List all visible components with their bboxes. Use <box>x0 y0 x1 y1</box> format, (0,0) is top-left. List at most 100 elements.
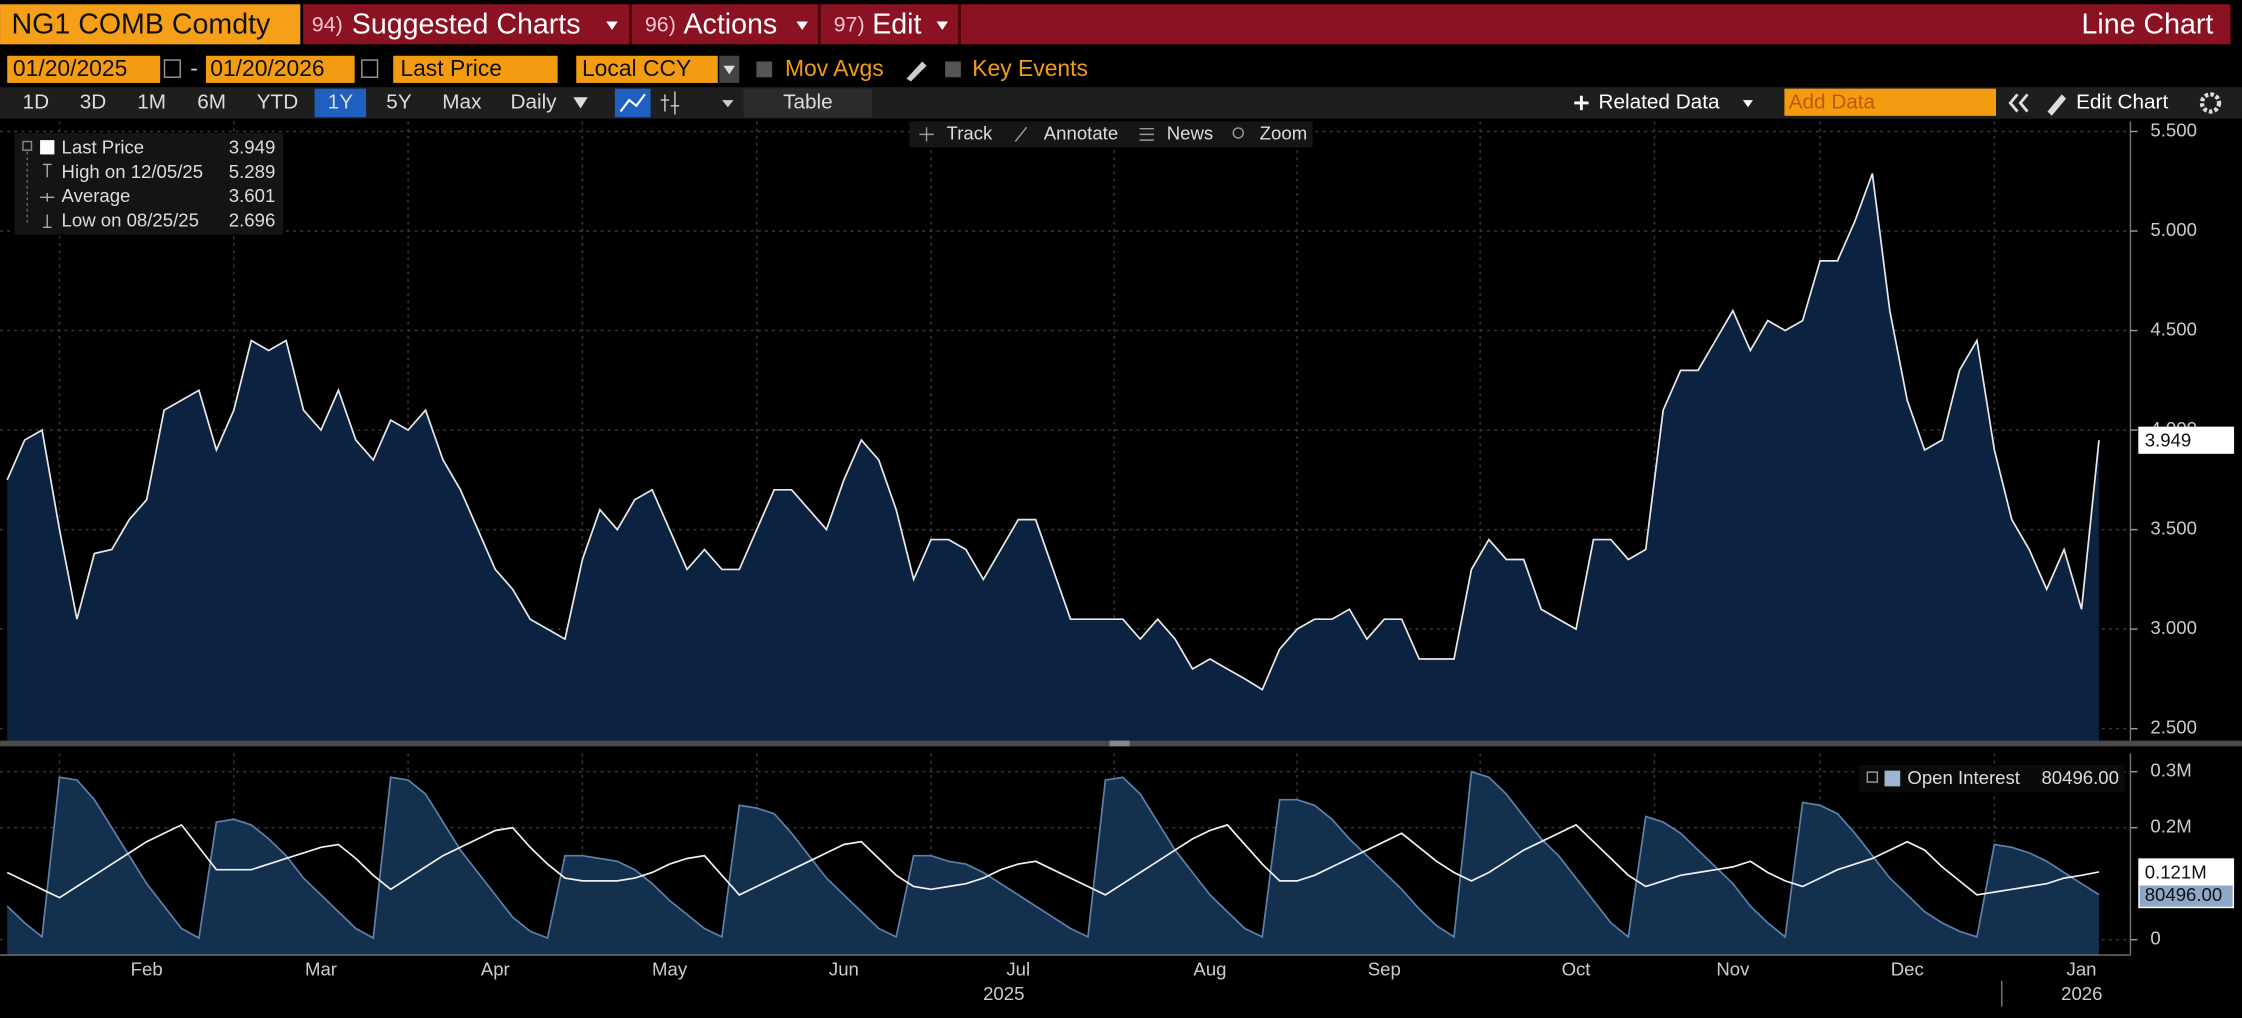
separator <box>958 4 961 45</box>
last-value-tag <box>2138 858 2235 886</box>
range-button[interactable]: 1D <box>23 90 49 113</box>
menu-number: 96) <box>645 12 676 36</box>
average-icon <box>40 193 55 202</box>
currency-select[interactable] <box>576 55 718 83</box>
collapse-icon[interactable] <box>2008 93 2029 113</box>
legend-label: Last Price <box>62 137 145 158</box>
y-tick-label: 4.500 <box>2150 318 2197 339</box>
area-fill <box>7 771 2099 956</box>
option-label: Key Events <box>972 55 1088 81</box>
dropdown-arrow <box>723 65 735 75</box>
menu-actions[interactable]: 96) Actions <box>645 8 808 40</box>
dropdown-arrow[interactable] <box>722 100 734 108</box>
range-buttons: 1D 3D 1M 6M YTD 1Y 5Y Max <box>23 88 482 118</box>
expand-icon[interactable] <box>1866 771 1879 783</box>
x-tick-label: Feb <box>131 959 163 980</box>
range-button[interactable]: 6M <box>197 90 226 113</box>
plus-icon <box>1574 95 1589 111</box>
track-icon <box>919 127 934 142</box>
legend-label: High on 12/05/25 <box>62 161 204 182</box>
toolbar-item[interactable]: News <box>1167 122 1213 143</box>
legend-value: 3.949 <box>229 137 276 158</box>
y-tick-label: 2.500 <box>2150 717 2197 738</box>
table-button[interactable] <box>743 88 873 118</box>
x-tick-label: Jan <box>2067 959 2097 980</box>
toolbar-item[interactable]: Track <box>947 122 993 143</box>
menu-edit[interactable]: 97) Edit <box>834 8 948 40</box>
last-value-label: 80496.00 <box>2145 884 2223 905</box>
low-icon <box>42 214 52 229</box>
add-data-field[interactable] <box>1784 88 1997 116</box>
menu-number: 97) <box>834 12 865 36</box>
menu-label: Actions <box>683 8 777 40</box>
line-icon <box>619 93 646 113</box>
news-icon <box>1139 127 1154 141</box>
pencil-icon[interactable] <box>906 61 927 82</box>
related-data: Related Data <box>1599 90 1720 113</box>
range-button[interactable]: 5Y <box>386 90 412 113</box>
legend-label: Low on 08/25/25 <box>62 210 199 231</box>
legend-value: 80496.00 <box>2041 767 2119 788</box>
high-icon <box>42 163 52 178</box>
last-value-tag <box>2138 426 2235 454</box>
chart-toolbar <box>909 121 1313 148</box>
field: Last Price <box>400 55 502 81</box>
frequency-select[interactable]: Daily <box>510 90 588 113</box>
y-tick-label: 5.000 <box>2150 219 2197 240</box>
legend-stats: High on 12/05/25 5.289 Average 3.601 Low on … <box>62 161 276 231</box>
calendar-icon[interactable] <box>163 59 181 78</box>
range-button[interactable]: YTD <box>257 90 298 113</box>
legend-value: 5.289 <box>229 161 276 182</box>
legend-label: Average <box>62 185 131 206</box>
range-button[interactable]: 1Y <box>328 90 354 113</box>
menu-label: Edit <box>872 8 921 40</box>
legend-box <box>14 132 284 235</box>
calendar-icon[interactable] <box>361 59 379 78</box>
y-tick-label: 3.500 <box>2150 518 2197 539</box>
add-data-placeholder: Add Data <box>1789 90 1876 113</box>
y-tick-label: 0 <box>2150 928 2160 949</box>
divider-handle[interactable] <box>1109 740 1130 747</box>
frequency: Daily <box>510 90 557 113</box>
x-tick-label: Mar <box>305 959 337 980</box>
separator <box>817 4 821 45</box>
field-select[interactable] <box>393 55 558 83</box>
area-line <box>6 173 2100 691</box>
x-tick-label: Jul <box>1006 959 1030 980</box>
end-date-field[interactable] <box>205 55 355 83</box>
area-fill <box>7 173 2099 741</box>
annotate-icon <box>1014 126 1028 142</box>
start-date-field[interactable] <box>7 55 161 83</box>
toolbar-item[interactable]: Annotate <box>1044 122 1118 143</box>
option-label: Mov Avgs <box>785 55 884 81</box>
bar-icon[interactable] <box>660 91 680 115</box>
ticker: NG1 COMB Comdty <box>11 8 271 40</box>
plot-area: 2.5003.0003.5004.0004.5005.0005.5003.949… <box>0 119 2235 980</box>
toolbar-item[interactable]: Zoom <box>1260 122 1308 143</box>
legend-value: 2.696 <box>229 210 276 231</box>
zoom-icon <box>1232 127 1244 139</box>
x-tick-label: Aug <box>1193 959 1226 980</box>
pencil-icon <box>2047 94 2067 116</box>
edit-chart[interactable]: Edit Chart <box>2076 90 2168 113</box>
menu-bar <box>303 4 2231 45</box>
legend-swatch <box>40 140 55 155</box>
checkbox[interactable] <box>945 61 961 78</box>
range-selected <box>314 88 367 118</box>
checkbox[interactable] <box>756 61 773 78</box>
end-date: 01/20/2026 <box>210 55 324 81</box>
settings-gear[interactable] <box>2199 92 2222 114</box>
y-tick-label: 3.000 <box>2150 617 2197 638</box>
collapse-icon[interactable] <box>22 140 33 151</box>
ticker-box[interactable] <box>0 4 301 45</box>
range-button[interactable]: 1M <box>137 90 166 113</box>
dropdown-arrow <box>573 97 588 109</box>
y-tick-label: 0.3M <box>2150 760 2191 781</box>
range-button[interactable]: Max <box>442 90 482 113</box>
legend-swatch <box>1884 770 1901 787</box>
related-data-button[interactable]: Related Data <box>1574 90 1753 113</box>
range-button[interactable]: 3D <box>80 90 107 113</box>
separator <box>629 4 633 45</box>
menu-suggested[interactable]: 94) Suggested Charts <box>312 8 618 40</box>
